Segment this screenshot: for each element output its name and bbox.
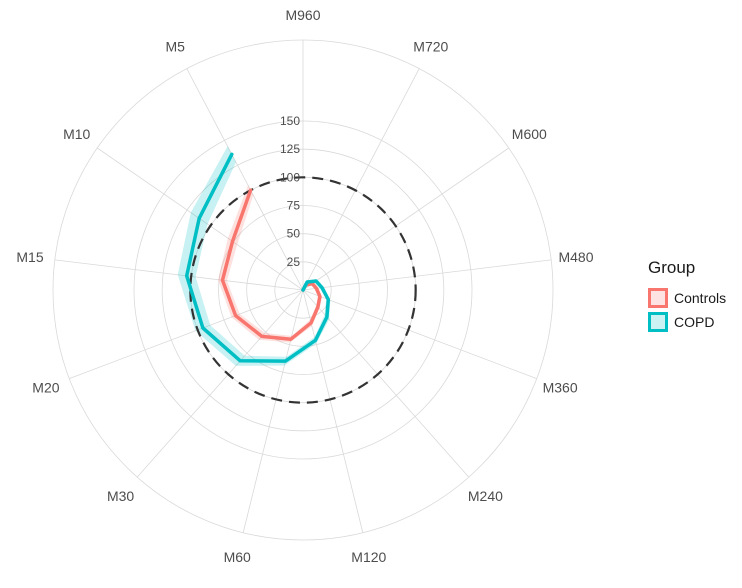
spoke-M720 (302, 68, 420, 291)
category-label-M60: M60 (224, 549, 251, 565)
legend-label-copd: COPD (674, 314, 715, 330)
series-layer (184, 152, 331, 363)
legend-key-controls (648, 288, 668, 308)
tick-label-75: 75 (287, 199, 301, 213)
series-line-controls (220, 188, 322, 341)
reference-circle (189, 176, 417, 404)
legend-item-copd: COPD (648, 311, 726, 333)
tick-label-150: 150 (280, 114, 300, 128)
tick-label-125: 125 (280, 142, 300, 156)
ribbon-copd (177, 146, 331, 366)
category-label-M960: M960 (285, 7, 320, 23)
category-label-M10: M10 (63, 126, 90, 142)
reference-layer (189, 176, 417, 404)
spoke-M30 (136, 289, 304, 478)
series-line-copd (184, 152, 331, 363)
tick-label-100: 100 (280, 170, 300, 184)
legend-key-copd (648, 312, 668, 332)
label-layer: 25 50 75 100 125 150 M960 M720 M600 M480 M360 M240 M… (16, 7, 593, 565)
category-label-M5: M5 (165, 39, 185, 55)
category-label-M360: M360 (543, 380, 578, 396)
tick-label-50: 50 (287, 227, 301, 241)
category-label-M480: M480 (558, 249, 593, 265)
spoke-M20 (69, 289, 304, 380)
legend-title: Group (648, 258, 696, 277)
ribbon-controls (218, 185, 322, 343)
spoke-M480 (302, 259, 552, 291)
spoke-M60 (242, 289, 304, 533)
ribbon-layer (177, 146, 331, 366)
spoke-M360 (302, 289, 537, 380)
legend-item-controls: Controls (648, 287, 726, 309)
spoke-M5 (186, 68, 304, 291)
spoke-M240 (302, 289, 470, 478)
tick-label-25: 25 (287, 255, 301, 269)
category-label-M20: M20 (32, 380, 59, 396)
spoke-M15 (54, 259, 304, 291)
category-label-M15: M15 (16, 249, 43, 265)
category-label-M30: M30 (107, 488, 134, 504)
category-label-M240: M240 (468, 488, 503, 504)
category-label-M600: M600 (512, 126, 547, 142)
legend: Group Controls COPD (648, 258, 726, 335)
spoke-M600 (302, 147, 509, 291)
category-label-M120: M120 (351, 549, 386, 565)
legend-label-controls: Controls (674, 290, 727, 306)
category-label-M720: M720 (413, 39, 448, 55)
spoke-M120 (302, 289, 364, 533)
